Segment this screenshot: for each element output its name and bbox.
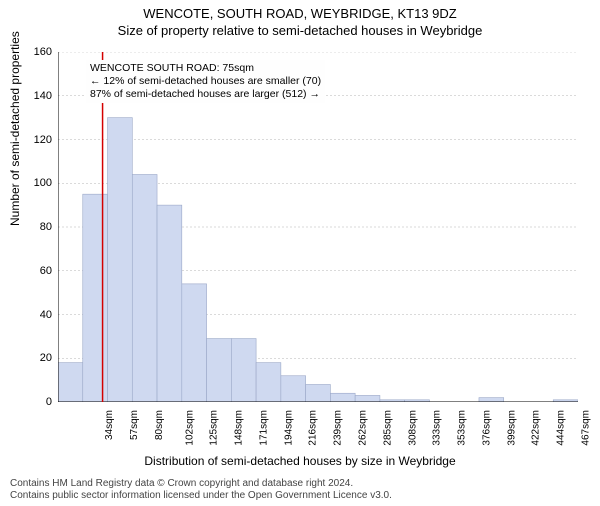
histogram-bar xyxy=(306,385,331,403)
x-tick-label: 333sqm xyxy=(432,410,443,446)
histogram-svg xyxy=(58,52,578,402)
histogram-bar xyxy=(58,363,83,402)
x-tick-label: 148sqm xyxy=(234,410,245,446)
y-axis-label: Number of semi-detached properties xyxy=(8,31,22,226)
plot-area: WENCOTE SOUTH ROAD: 75sqm ← 12% of semi-… xyxy=(58,52,578,402)
annotation-box: WENCOTE SOUTH ROAD: 75sqm ← 12% of semi-… xyxy=(86,60,325,103)
x-tick-label: 399sqm xyxy=(506,410,517,446)
x-tick-label: 239sqm xyxy=(333,410,344,446)
histogram-bar xyxy=(157,205,182,402)
x-tick-label: 80sqm xyxy=(154,410,165,440)
x-tick-label: 308sqm xyxy=(407,410,418,446)
y-tick-label: 100 xyxy=(12,177,52,189)
x-tick-label: 444sqm xyxy=(556,410,567,446)
histogram-bar xyxy=(207,339,232,402)
y-tick-label: 80 xyxy=(12,221,52,233)
footer-line1: Contains HM Land Registry data © Crown c… xyxy=(10,478,392,490)
y-tick-label: 0 xyxy=(12,396,52,408)
x-tick-label: 262sqm xyxy=(358,410,369,446)
histogram-bar xyxy=(83,194,108,402)
x-tick-label: 376sqm xyxy=(481,410,492,446)
histogram-bar xyxy=(330,393,355,402)
histogram-bar xyxy=(132,175,157,403)
x-axis-label: Distribution of semi-detached houses by … xyxy=(0,454,600,468)
x-tick-label: 171sqm xyxy=(259,410,270,446)
y-tick-label: 20 xyxy=(12,352,52,364)
x-tick-label: 102sqm xyxy=(184,410,195,446)
y-tick-label: 120 xyxy=(12,134,52,146)
histogram-bar xyxy=(281,376,306,402)
histogram-bar xyxy=(256,363,281,402)
x-tick-label: 353sqm xyxy=(457,410,468,446)
histogram-bar xyxy=(355,395,380,402)
x-tick-label: 216sqm xyxy=(308,410,319,446)
x-tick-label: 34sqm xyxy=(104,410,115,440)
histogram-bar xyxy=(479,398,504,402)
y-tick-label: 160 xyxy=(12,46,52,58)
x-tick-label: 467sqm xyxy=(580,410,591,446)
x-tick-label: 57sqm xyxy=(129,410,140,440)
chart-title-sub: Size of property relative to semi-detach… xyxy=(0,23,600,38)
annotation-line2: ← 12% of semi-detached houses are smalle… xyxy=(90,75,321,88)
histogram-bar xyxy=(182,284,207,402)
y-tick-label: 140 xyxy=(12,90,52,102)
histogram-bar xyxy=(231,339,256,402)
y-tick-label: 40 xyxy=(12,309,52,321)
annotation-line1: WENCOTE SOUTH ROAD: 75sqm xyxy=(90,62,321,75)
y-tick-label: 60 xyxy=(12,265,52,277)
histogram-bar xyxy=(108,118,133,402)
chart-title-main: WENCOTE, SOUTH ROAD, WEYBRIDGE, KT13 9DZ xyxy=(0,6,600,21)
x-tick-label: 285sqm xyxy=(382,410,393,446)
chart-container: WENCOTE, SOUTH ROAD, WEYBRIDGE, KT13 9DZ… xyxy=(0,6,600,506)
x-tick-label: 422sqm xyxy=(531,410,542,446)
x-tick-label: 125sqm xyxy=(209,410,220,446)
x-tick-label: 194sqm xyxy=(283,410,294,446)
footer-attribution: Contains HM Land Registry data © Crown c… xyxy=(10,478,392,502)
footer-line2: Contains public sector information licen… xyxy=(10,490,392,502)
annotation-line3: 87% of semi-detached houses are larger (… xyxy=(90,88,321,101)
